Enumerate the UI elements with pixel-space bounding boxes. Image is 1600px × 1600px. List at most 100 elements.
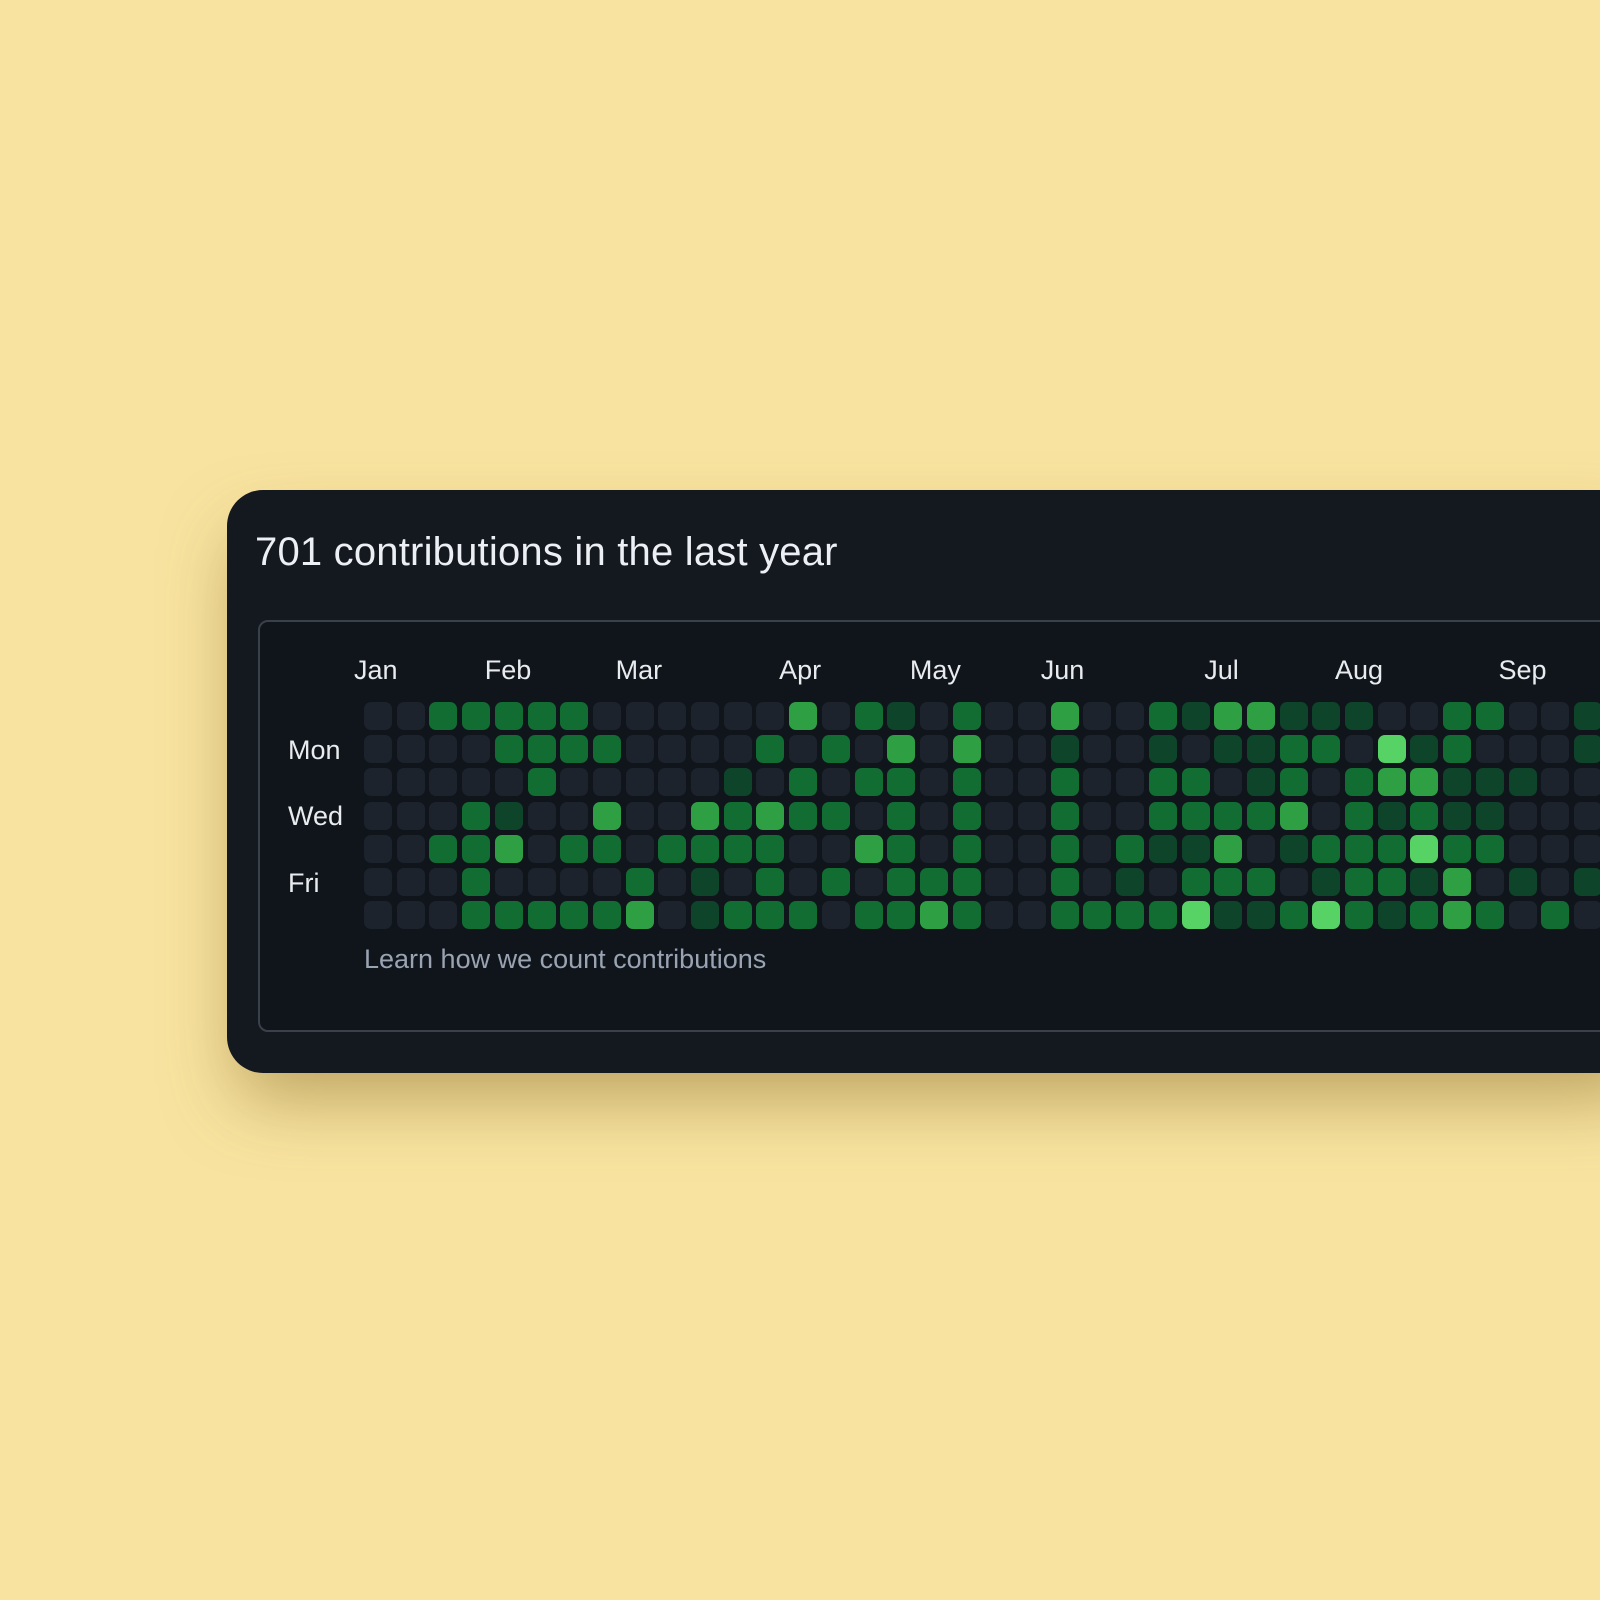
contribution-cell[interactable] bbox=[1573, 834, 1600, 863]
contribution-cell[interactable] bbox=[756, 735, 785, 764]
contribution-cell[interactable] bbox=[1573, 702, 1600, 730]
contribution-cell[interactable] bbox=[1475, 901, 1504, 930]
contribution-cell[interactable] bbox=[1246, 868, 1275, 896]
contribution-cell[interactable] bbox=[1475, 735, 1504, 764]
contribution-cell[interactable] bbox=[789, 768, 818, 797]
contribution-cell[interactable] bbox=[1214, 702, 1243, 730]
contribution-cell[interactable] bbox=[1541, 801, 1570, 830]
contribution-cell[interactable] bbox=[1410, 702, 1439, 730]
contribution-cell[interactable] bbox=[494, 801, 523, 830]
contribution-cell[interactable] bbox=[592, 834, 621, 863]
contribution-cell[interactable] bbox=[919, 834, 948, 863]
contribution-cell[interactable] bbox=[854, 768, 883, 797]
contribution-cell[interactable] bbox=[429, 735, 458, 764]
contribution-cell[interactable] bbox=[1083, 834, 1112, 863]
contribution-cell[interactable] bbox=[1508, 868, 1537, 896]
contribution-cell[interactable] bbox=[1279, 868, 1308, 896]
contribution-cell[interactable] bbox=[1312, 868, 1341, 896]
contribution-cell[interactable] bbox=[1181, 901, 1210, 930]
contribution-cell[interactable] bbox=[1018, 901, 1046, 930]
contribution-cell[interactable] bbox=[1279, 735, 1308, 764]
contribution-cell[interactable] bbox=[560, 834, 589, 863]
contribution-cell[interactable] bbox=[1181, 768, 1210, 797]
contribution-cell[interactable] bbox=[1443, 801, 1472, 830]
contribution-cell[interactable] bbox=[1116, 768, 1145, 797]
contribution-cell[interactable] bbox=[1214, 834, 1243, 863]
contribution-cell[interactable] bbox=[560, 801, 589, 830]
contribution-cell[interactable] bbox=[1541, 834, 1570, 863]
contribution-cell[interactable] bbox=[1083, 768, 1112, 797]
contribution-cell[interactable] bbox=[364, 735, 392, 764]
contribution-cell[interactable] bbox=[1475, 768, 1504, 797]
contribution-cell[interactable] bbox=[756, 768, 785, 797]
contribution-cell[interactable] bbox=[1181, 702, 1210, 730]
contribution-cell[interactable] bbox=[1116, 901, 1145, 930]
contribution-cell[interactable] bbox=[1345, 834, 1373, 863]
contribution-cell[interactable] bbox=[1345, 868, 1373, 896]
contribution-cell[interactable] bbox=[396, 834, 425, 863]
contribution-cell[interactable] bbox=[1345, 702, 1373, 730]
contribution-cell[interactable] bbox=[887, 768, 916, 797]
contribution-cell[interactable] bbox=[1377, 834, 1406, 863]
contribution-cell[interactable] bbox=[919, 735, 948, 764]
contribution-cell[interactable] bbox=[1573, 801, 1600, 830]
contribution-cell[interactable] bbox=[429, 868, 458, 896]
contribution-cell[interactable] bbox=[1377, 768, 1406, 797]
contribution-cell[interactable] bbox=[658, 735, 687, 764]
contribution-cell[interactable] bbox=[527, 901, 556, 930]
contribution-cell[interactable] bbox=[1050, 702, 1079, 730]
contribution-cell[interactable] bbox=[919, 801, 948, 830]
contribution-cell[interactable] bbox=[560, 768, 589, 797]
contribution-cell[interactable] bbox=[462, 801, 491, 830]
contribution-cell[interactable] bbox=[952, 834, 981, 863]
contribution-cell[interactable] bbox=[789, 702, 818, 730]
contribution-cell[interactable] bbox=[1410, 901, 1439, 930]
contribution-cell[interactable] bbox=[494, 735, 523, 764]
contribution-cell[interactable] bbox=[527, 834, 556, 863]
contribution-cell[interactable] bbox=[1410, 735, 1439, 764]
contribution-cell[interactable] bbox=[1018, 735, 1046, 764]
contribution-cell[interactable] bbox=[1345, 735, 1373, 764]
contribution-cell[interactable] bbox=[592, 702, 621, 730]
contribution-cell[interactable] bbox=[1116, 834, 1145, 863]
contribution-cell[interactable] bbox=[756, 901, 785, 930]
contribution-cell[interactable] bbox=[592, 868, 621, 896]
contribution-cell[interactable] bbox=[462, 834, 491, 863]
contribution-cell[interactable] bbox=[1312, 901, 1341, 930]
contribution-cell[interactable] bbox=[592, 735, 621, 764]
contribution-cell[interactable] bbox=[821, 768, 850, 797]
contribution-cell[interactable] bbox=[527, 768, 556, 797]
contribution-cell[interactable] bbox=[1508, 702, 1537, 730]
contribution-cell[interactable] bbox=[1018, 868, 1046, 896]
contribution-cell[interactable] bbox=[1083, 901, 1112, 930]
contribution-cell[interactable] bbox=[1148, 801, 1177, 830]
contribution-cell[interactable] bbox=[1214, 901, 1243, 930]
contribution-cell[interactable] bbox=[625, 834, 654, 863]
contribution-cell[interactable] bbox=[854, 801, 883, 830]
contribution-cell[interactable] bbox=[854, 901, 883, 930]
contribution-cell[interactable] bbox=[1443, 901, 1472, 930]
contribution-cell[interactable] bbox=[1443, 768, 1472, 797]
contribution-cell[interactable] bbox=[1116, 702, 1145, 730]
contribution-cell[interactable] bbox=[1443, 834, 1472, 863]
contribution-cell[interactable] bbox=[1475, 868, 1504, 896]
contribution-cell[interactable] bbox=[1377, 801, 1406, 830]
contribution-cell[interactable] bbox=[985, 768, 1014, 797]
contribution-cell[interactable] bbox=[1148, 868, 1177, 896]
contribution-cell[interactable] bbox=[1345, 801, 1373, 830]
contribution-cell[interactable] bbox=[1181, 834, 1210, 863]
contribution-cell[interactable] bbox=[560, 901, 589, 930]
contribution-cell[interactable] bbox=[1018, 768, 1046, 797]
contribution-cell[interactable] bbox=[429, 801, 458, 830]
contribution-cell[interactable] bbox=[625, 801, 654, 830]
contribution-cell[interactable] bbox=[429, 702, 458, 730]
contribution-cell[interactable] bbox=[691, 834, 719, 863]
contribution-cell[interactable] bbox=[952, 868, 981, 896]
contribution-cell[interactable] bbox=[919, 901, 948, 930]
contribution-cell[interactable] bbox=[691, 768, 719, 797]
contribution-cell[interactable] bbox=[527, 735, 556, 764]
contribution-cell[interactable] bbox=[364, 901, 392, 930]
contribution-cell[interactable] bbox=[1377, 702, 1406, 730]
contribution-cell[interactable] bbox=[1443, 868, 1472, 896]
contribution-cell[interactable] bbox=[1018, 801, 1046, 830]
